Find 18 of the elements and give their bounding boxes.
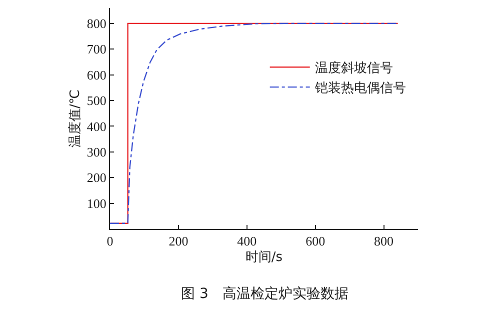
y-tick-label: 700 <box>86 42 106 57</box>
x-tick-label: 600 <box>306 234 326 249</box>
y-tick-label: 100 <box>86 196 106 211</box>
x-tick-label: 0 <box>106 234 114 249</box>
x-axis-title: 时间/s <box>245 250 283 266</box>
y-tick-label: 600 <box>86 67 106 82</box>
y-tick-label: 200 <box>86 170 106 186</box>
y-tick-label: 800 <box>86 16 106 31</box>
x-tick-label: 800 <box>374 234 394 249</box>
y-tick-label: 400 <box>86 118 106 134</box>
x-tick-label: 200 <box>168 234 188 249</box>
caption: 图 3 高温检定炉实验数据 <box>181 286 348 302</box>
legend-label: 温度斜坡信号 <box>314 60 393 76</box>
y-tick-label: 300 <box>86 144 106 160</box>
x-tick-label: 400 <box>237 234 257 249</box>
y-axis-title: 温度值/℃ <box>66 90 83 148</box>
y-tick-label: 500 <box>86 93 106 108</box>
legend-label: 铠装热电偶信号 <box>314 81 406 96</box>
